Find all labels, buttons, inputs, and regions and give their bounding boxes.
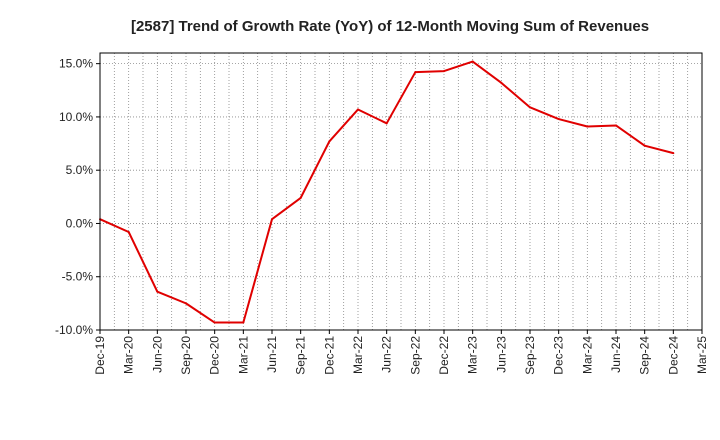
data-point: [127, 230, 130, 233]
data-point: [299, 196, 302, 199]
y-tick-label: 5.0%: [66, 163, 94, 177]
x-tick-label: Dec-24: [666, 336, 680, 375]
x-tick-label: Dec-22: [437, 336, 451, 375]
x-tick-label: Mar-24: [580, 336, 594, 374]
data-point: [500, 81, 503, 84]
y-tick-label: -10.0%: [55, 323, 93, 337]
y-tick-label: 0.0%: [66, 216, 94, 230]
data-point: [443, 70, 445, 73]
y-tick-label: -5.0%: [62, 270, 94, 284]
y-axis-ticks: -10.0% -5.0% 0.0% 5.0% 10.0% 15.0%: [55, 57, 100, 337]
x-tick-label: Mar-25: [695, 336, 709, 374]
x-tick-label: Jun-20: [150, 336, 164, 373]
data-point: [156, 290, 159, 293]
data-point: [586, 125, 589, 128]
x-tick-label: Dec-21: [322, 336, 336, 375]
data-point: [185, 302, 187, 305]
data-point: [385, 122, 388, 125]
x-tick-label: Mar-23: [466, 336, 480, 374]
x-tick-label: Sep-21: [294, 336, 308, 375]
x-tick-label: Dec-20: [208, 336, 222, 375]
x-tick-label: Jun-24: [609, 336, 623, 373]
x-tick-label: Jun-22: [380, 336, 394, 373]
x-tick-label: Jun-23: [494, 336, 508, 373]
x-tick-label: Mar-22: [351, 336, 365, 374]
y-tick-label: 10.0%: [59, 110, 93, 124]
data-point: [271, 218, 273, 221]
x-tick-label: Sep-22: [408, 336, 422, 375]
data-point: [615, 124, 617, 127]
x-tick-label: Sep-20: [179, 336, 193, 375]
chart-title: [2587] Trend of Growth Rate (YoY) of 12-…: [131, 18, 649, 35]
data-point: [328, 140, 331, 143]
y-tick-label: 15.0%: [59, 57, 93, 71]
data-point: [672, 152, 675, 155]
x-tick-label: Dec-23: [552, 336, 566, 375]
data-point: [557, 118, 560, 121]
data-point: [471, 60, 474, 63]
data-point: [242, 321, 245, 324]
x-tick-label: Sep-24: [638, 336, 652, 375]
data-point: [643, 144, 646, 147]
data-point: [414, 71, 417, 74]
data-point: [357, 108, 359, 111]
x-tick-label: Sep-23: [523, 336, 537, 375]
x-tick-label: Mar-20: [122, 336, 136, 374]
data-point: [529, 106, 531, 109]
plot-frame: [99, 52, 703, 331]
data-point: [213, 321, 216, 324]
x-tick-label: Jun-21: [265, 336, 279, 373]
x-tick-label: Dec-19: [93, 336, 107, 375]
x-axis-ticks: Dec-19 Mar-20 Jun-20 Sep-20 Dec-20 Mar-21 Jun-…: [93, 330, 709, 375]
x-tick-label: Mar-21: [236, 336, 250, 374]
